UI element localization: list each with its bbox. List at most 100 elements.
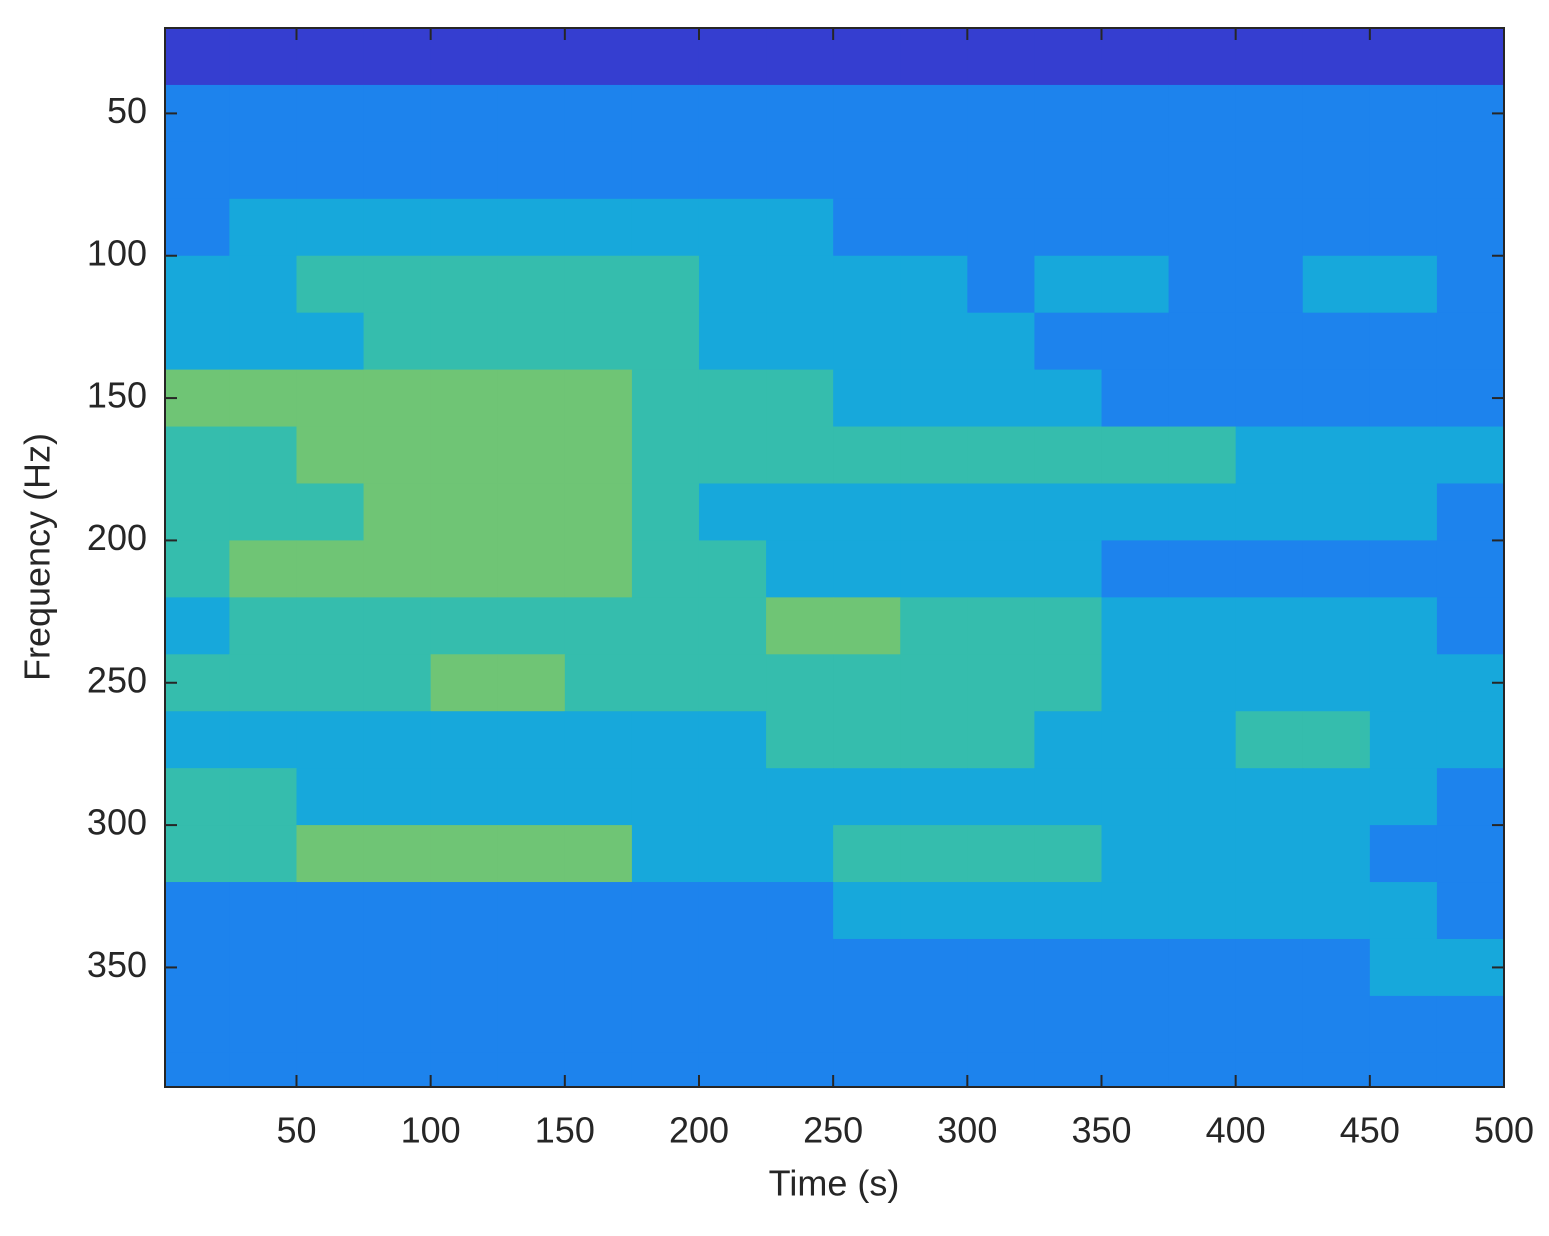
heatmap-cell: [833, 198, 901, 257]
heatmap-cell: [1436, 483, 1505, 541]
heatmap-cell: [698, 198, 767, 257]
heatmap-cell: [296, 597, 365, 655]
x-tick-label: 500: [1474, 1110, 1534, 1151]
heatmap-cell: [766, 28, 834, 86]
heatmap-cell: [1369, 141, 1438, 200]
heatmap-cell: [631, 198, 700, 257]
heatmap-cell: [165, 483, 230, 541]
heatmap-cell: [564, 768, 633, 826]
heatmap-cell: [229, 141, 297, 200]
heatmap-cell: [430, 28, 499, 86]
plot-frame: [164, 27, 1505, 1088]
heatmap-cell: [766, 1052, 834, 1088]
heatmap-cell: [1168, 654, 1237, 712]
heatmap-cell: [1436, 1052, 1505, 1088]
x-tick-label: 350: [1071, 1110, 1131, 1151]
heatmap-cell: [833, 369, 901, 428]
heatmap-cell: [833, 995, 901, 1054]
heatmap-cell: [497, 84, 566, 143]
heatmap-cell: [430, 84, 499, 143]
heatmap-cell: [1302, 654, 1371, 712]
heatmap-cell: [296, 28, 365, 86]
heatmap-cell: [766, 426, 834, 484]
heatmap-cell: [967, 711, 1035, 769]
heatmap-cell: [1302, 426, 1371, 484]
heatmap-cell: [900, 198, 968, 257]
heatmap-cell: [967, 882, 1035, 940]
heatmap-cell: [631, 483, 700, 541]
heatmap-cell: [1034, 1052, 1102, 1088]
heatmap-cell: [363, 597, 432, 655]
heatmap-cell: [1302, 141, 1371, 200]
heatmap-cell: [296, 84, 365, 143]
heatmap-cell: [1235, 825, 1304, 883]
heatmap-cell: [1034, 84, 1102, 143]
heatmap-cell: [833, 540, 901, 598]
y-tick-label: 150: [87, 375, 147, 416]
heatmap-cell: [296, 141, 365, 200]
heatmap-cell: [1235, 369, 1304, 428]
heatmap-cell: [1034, 28, 1102, 86]
heatmap-cell: [363, 312, 432, 371]
heatmap-cell: [564, 426, 633, 484]
heatmap-cell: [900, 312, 968, 371]
heatmap-cell: [698, 654, 767, 712]
heatmap-cell: [766, 711, 834, 769]
heatmap-cell: [967, 141, 1035, 200]
heatmap-cell: [1101, 198, 1170, 257]
y-tick-label: 350: [87, 944, 147, 985]
heatmap-cell: [229, 882, 297, 940]
heatmap-cell: [698, 1052, 767, 1088]
heatmap-cell: [1101, 825, 1170, 883]
heatmap-cell: [833, 1052, 901, 1088]
heatmap-cell: [430, 597, 499, 655]
heatmap-cell: [1302, 768, 1371, 826]
heatmap-cell: [1168, 995, 1237, 1054]
heatmap-cell: [631, 540, 700, 598]
heatmap-cell: [1302, 938, 1371, 997]
heatmap-cell: [229, 198, 297, 257]
heatmap-cell: [833, 882, 901, 940]
heatmap-cell: [564, 312, 633, 371]
heatmap-cell: [430, 426, 499, 484]
heatmap-cell: [165, 312, 230, 371]
heatmap-cell: [833, 768, 901, 826]
heatmap-cell: [833, 825, 901, 883]
heatmap-cell: [1168, 825, 1237, 883]
heatmap-cell: [497, 654, 566, 712]
heatmap-cell: [698, 141, 767, 200]
heatmap-cell: [833, 255, 901, 314]
heatmap-cell: [1101, 938, 1170, 997]
heatmap-cell: [229, 711, 297, 769]
heatmap-cell: [296, 768, 365, 826]
heatmap-cell: [296, 255, 365, 314]
heatmap-cell: [1235, 312, 1304, 371]
heatmap-cell: [497, 28, 566, 86]
heatmap-cell: [766, 938, 834, 997]
heatmap-cell: [1302, 540, 1371, 598]
heatmap-cell: [497, 597, 566, 655]
heatmap-cell: [1034, 426, 1102, 484]
heatmap-cell: [1302, 1052, 1371, 1088]
heatmap-cell: [229, 84, 297, 143]
heatmap-cell: [967, 84, 1035, 143]
x-tick-label: 100: [401, 1110, 461, 1151]
heatmap-cell: [1369, 84, 1438, 143]
heatmap-cell: [631, 654, 700, 712]
heatmap-cell: [1034, 882, 1102, 940]
heatmap-cell: [229, 995, 297, 1054]
heatmap-cell: [165, 1052, 230, 1088]
heatmap-cell: [497, 483, 566, 541]
heatmap-cell: [900, 597, 968, 655]
heatmap-cell: [698, 84, 767, 143]
heatmap-cell: [698, 369, 767, 428]
heatmap-cell: [1034, 312, 1102, 371]
heatmap-cell: [1235, 483, 1304, 541]
heatmap-cell: [698, 882, 767, 940]
heatmap-cell: [564, 654, 633, 712]
heatmap-cell: [631, 28, 700, 86]
heatmap-cell: [698, 825, 767, 883]
heatmap-cell: [1235, 1052, 1304, 1088]
heatmap-cell: [165, 882, 230, 940]
x-axis-label: Time (s): [769, 1163, 900, 1204]
